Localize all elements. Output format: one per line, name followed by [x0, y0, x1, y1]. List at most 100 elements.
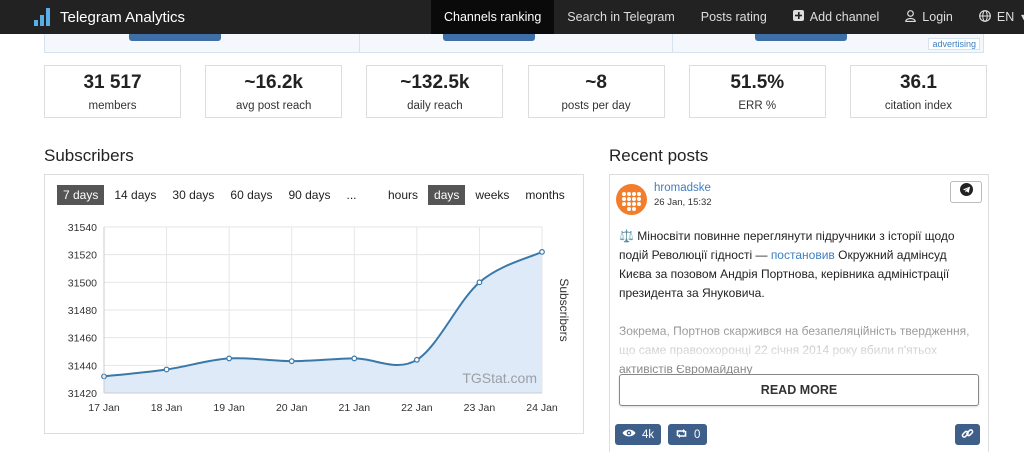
plus-square-icon [792, 10, 804, 24]
stat-label: ERR % [738, 100, 777, 112]
ad-button[interactable] [755, 34, 847, 41]
stat-daily-reach: ~132.5k daily reach [366, 65, 504, 118]
views-button[interactable]: 4k [615, 424, 662, 445]
y-tick-label: 31540 [68, 222, 97, 234]
range-7-days[interactable]: 7 days [57, 185, 105, 205]
range-60-days[interactable]: 60 days [230, 188, 273, 202]
scale-weeks[interactable]: weeks [475, 188, 510, 202]
x-tick-label: 19 Jan [213, 402, 245, 414]
chart-watermark: TGStat.com [462, 370, 537, 386]
y-tick-label: 31460 [68, 333, 97, 345]
y-tick-label: 31500 [68, 277, 97, 289]
telegram-icon [959, 183, 973, 201]
nav-label: Login [922, 10, 953, 24]
stat-value: ~132.5k [400, 72, 470, 93]
y-axis-label: Subscribers [557, 278, 571, 341]
post-text-before: ⚖️ Міносвіти повинне переглянути підручн… [619, 229, 955, 262]
range-selector: 7 days 14 days 30 days 60 days 90 days .… [57, 185, 363, 205]
post-text-after: Окружний адмінсуд Києва за позовом Андрі… [619, 248, 950, 300]
ad-button[interactable] [129, 34, 221, 41]
ad-divider [672, 34, 673, 52]
nav-add-channel[interactable]: Add channel [780, 0, 893, 34]
data-point [351, 355, 358, 362]
open-in-telegram-button[interactable] [950, 181, 982, 203]
stat-value: 51.5% [730, 72, 785, 93]
subscribers-title: Subscribers [44, 146, 134, 165]
stat-members: 31 517 members [44, 65, 181, 118]
post-author-link[interactable]: hromadske [654, 182, 711, 194]
nav-language-dropdown[interactable]: EN ▼ [966, 0, 1024, 34]
recent-post-card: hromadske 26 Jan, 15:32 ⚖️ Міносвіти пов… [609, 174, 989, 452]
retweet-icon [675, 428, 688, 442]
range-more[interactable]: ... [346, 188, 357, 202]
range-14-days[interactable]: 14 days [114, 188, 157, 202]
stat-value: ~8 [585, 72, 607, 93]
data-point [226, 355, 233, 362]
x-tick-label: 18 Jan [151, 402, 183, 414]
nav-label: Posts rating [700, 10, 767, 24]
stat-posts-per-day: ~8 posts per day [527, 65, 665, 118]
post-date: 26 Jan, 15:32 [654, 197, 712, 208]
x-tick-label: 21 Jan [339, 402, 371, 414]
ad-button[interactable] [443, 34, 535, 41]
views-count: 4k [642, 428, 655, 441]
nav-label: EN [996, 10, 1015, 24]
brand-logo-link[interactable]: Telegram Analytics [34, 0, 185, 34]
nav-label: Search in Telegram [567, 10, 675, 24]
stat-label: posts per day [561, 100, 631, 112]
recent-posts-title: Recent posts [609, 146, 709, 165]
y-tick-label: 31480 [68, 305, 97, 317]
shares-button[interactable]: 0 [668, 424, 708, 445]
stat-citation-index: 36.1 citation index [849, 65, 987, 118]
read-more-button[interactable]: READ MORE [619, 374, 979, 406]
ad-divider [359, 34, 360, 52]
y-tick-label: 31420 [68, 388, 97, 400]
x-tick-label: 17 Jan [88, 402, 120, 414]
advertising-label[interactable]: advertising [928, 38, 980, 50]
subscribers-chart: 31420 31440 31460 31480 31500 31520 31540 17 Ja… [68, 222, 571, 414]
shares-count: 0 [694, 428, 701, 441]
advertising-banner: advertising [44, 34, 984, 53]
post-inline-link[interactable]: постановив [770, 248, 835, 262]
data-point [413, 356, 420, 363]
x-tick-label: 20 Jan [276, 402, 308, 414]
stat-err: 51.5% ERR % [688, 65, 826, 118]
nav-channels-ranking[interactable]: Channels ranking [431, 0, 555, 34]
scale-months[interactable]: months [525, 188, 565, 202]
stat-value: 36.1 [899, 72, 937, 93]
series-area [104, 251, 542, 393]
stat-label: daily reach [407, 100, 463, 112]
brand-name: Telegram Analytics [60, 8, 186, 26]
stat-label: avg post reach [235, 100, 312, 112]
data-point [288, 358, 295, 365]
copy-link-button[interactable] [955, 424, 980, 445]
stat-value: ~16.2k [244, 72, 304, 93]
series-line [103, 250, 543, 378]
scale-hours[interactable]: hours [388, 188, 419, 202]
y-tick-label: 31440 [68, 360, 97, 372]
channel-stats-row: 31 517 members ~16.2k avg post reach ~13… [44, 65, 987, 118]
data-point [476, 279, 483, 286]
stat-value: 31 517 [83, 72, 142, 93]
y-tick-label: 31520 [68, 250, 97, 262]
range-90-days[interactable]: 90 days [288, 188, 331, 202]
nav-search-in-telegram[interactable]: Search in Telegram [554, 0, 687, 34]
stat-label: citation index [884, 100, 952, 112]
stat-avg-post-reach: ~16.2k avg post reach [205, 65, 343, 118]
data-point [539, 249, 545, 255]
nav-label: Add channel [809, 10, 880, 24]
scale-days[interactable]: days [428, 185, 466, 205]
x-tick-label: 22 Jan [401, 402, 433, 414]
x-tick-label: 24 Jan [526, 402, 558, 414]
channel-avatar[interactable] [616, 184, 647, 215]
eye-icon [622, 428, 636, 441]
nav-posts-rating[interactable]: Posts rating [688, 0, 780, 34]
user-icon [905, 9, 917, 25]
text-fade-overlay [611, 325, 987, 365]
stat-label: members [88, 100, 137, 112]
nav-login[interactable]: Login [892, 0, 966, 34]
caret-down-icon: ▼ [1019, 12, 1024, 22]
top-navbar: Telegram Analytics Channels ranking Sear… [0, 0, 1024, 34]
nav-label: Channels ranking [444, 10, 542, 24]
range-30-days[interactable]: 30 days [172, 188, 215, 202]
